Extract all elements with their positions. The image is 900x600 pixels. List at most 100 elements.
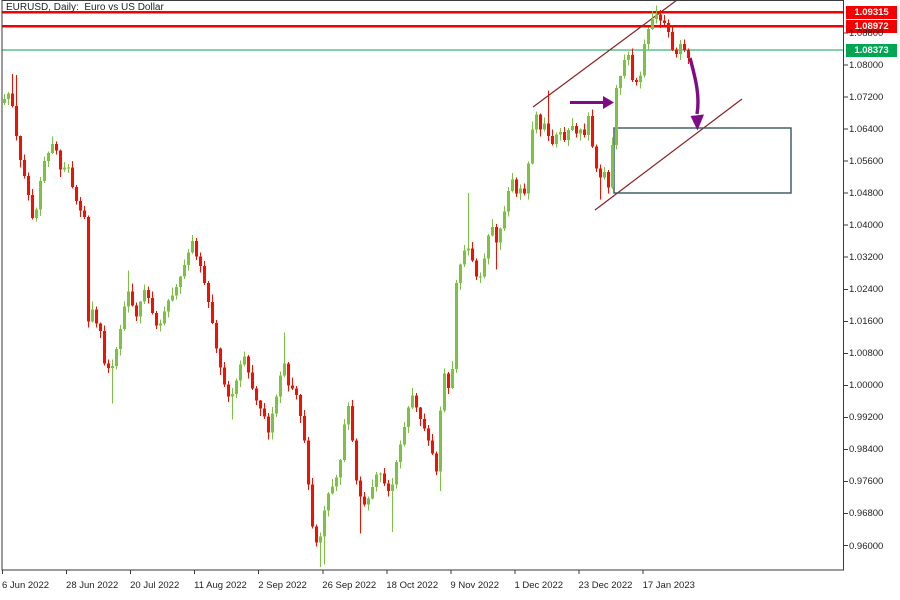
candle-down	[383, 473, 386, 484]
candle-up	[491, 226, 494, 236]
y-axis-label: 1.00800	[849, 348, 884, 360]
candle-up	[175, 286, 178, 296]
candle-up	[611, 145, 614, 188]
candle-up	[463, 250, 466, 265]
candle-up	[91, 309, 94, 322]
candle-down	[155, 312, 158, 326]
candle-up	[455, 282, 458, 369]
candle-down	[255, 388, 258, 401]
candle-down	[215, 322, 218, 349]
candle-up	[459, 264, 462, 283]
candle-down	[427, 428, 430, 441]
candle-down	[351, 406, 354, 441]
candle-down	[23, 160, 26, 177]
candle-up	[183, 265, 186, 277]
y-axis-label: 0.96800	[849, 508, 884, 520]
x-axis-label: 23 Dec 2022	[578, 580, 633, 591]
candle-down	[635, 80, 638, 82]
candle-down	[259, 400, 262, 409]
y-axis-label: 1.04000	[849, 220, 884, 232]
candle-up	[651, 18, 654, 29]
candle-down	[363, 496, 366, 505]
candle-down	[71, 167, 74, 187]
x-axis-label: 17 Jan 2023	[642, 580, 695, 591]
candle-up	[39, 181, 42, 210]
candle-up	[279, 375, 282, 397]
candle-down	[523, 188, 526, 194]
candle-up	[35, 209, 38, 218]
candle-up	[451, 368, 454, 388]
y-axis-label: 0.97600	[849, 476, 884, 488]
candle-up	[623, 60, 626, 77]
candle-up	[3, 98, 6, 104]
candle-down	[423, 418, 426, 429]
candle-down	[307, 440, 310, 485]
candle-down	[659, 14, 662, 21]
candle-down	[75, 186, 78, 201]
candle-down	[83, 210, 86, 218]
candle-up	[467, 248, 470, 251]
candle-up	[643, 44, 646, 76]
candle-down	[431, 440, 434, 454]
candle-up	[159, 323, 162, 326]
candle-down	[607, 171, 610, 188]
candle-up	[63, 167, 66, 170]
candle-up	[191, 241, 194, 253]
candle-up	[371, 487, 374, 499]
x-axis-label: 18 Oct 2022	[386, 580, 439, 591]
candle-up	[639, 75, 642, 82]
candle-up	[375, 474, 378, 488]
candle-down	[131, 291, 134, 306]
candle-down	[539, 114, 542, 130]
x-axis-label: 2 Sep 2022	[258, 580, 307, 591]
y-axis-label: 1.01600	[849, 316, 884, 328]
y-axis-label: 0.98400	[849, 444, 884, 456]
candle-down	[359, 480, 362, 497]
candle-up	[119, 328, 122, 349]
candle-down	[631, 54, 634, 81]
candle-down	[27, 176, 30, 196]
candle-down	[95, 309, 98, 324]
candle-down	[263, 408, 266, 417]
candle-down	[419, 407, 422, 419]
y-axis-label: 0.96000	[849, 540, 884, 552]
candle-up	[527, 163, 530, 194]
candle-up	[43, 161, 46, 182]
candle-up	[543, 123, 546, 130]
candle-up	[343, 424, 346, 460]
candle-down	[247, 356, 250, 373]
candle-down	[267, 416, 270, 433]
candle-up	[167, 300, 170, 312]
x-axis-label: 11 Aug 2022	[194, 580, 247, 591]
candle-up	[271, 413, 274, 433]
candle-down	[59, 150, 62, 170]
candle-up	[511, 179, 514, 191]
candle-down	[15, 106, 18, 137]
candle-up	[163, 311, 166, 324]
candle-up	[411, 395, 414, 408]
candle-down	[575, 125, 578, 134]
candle-down	[203, 266, 206, 283]
candle-up	[571, 125, 574, 130]
candle-down	[223, 367, 226, 385]
candle-down	[227, 384, 230, 397]
projection-arrow-head	[690, 114, 704, 131]
candle-up	[335, 477, 338, 487]
y-axis-label: 1.00000	[849, 380, 884, 392]
candle-down	[295, 388, 298, 395]
candle-down	[591, 115, 594, 147]
candle-down	[415, 395, 418, 408]
candle-down	[55, 144, 58, 151]
candle-up	[395, 462, 398, 485]
candle-up	[579, 129, 582, 134]
candle-up	[403, 426, 406, 445]
candle-up	[655, 14, 658, 19]
candle-up	[171, 295, 174, 301]
candle-up	[339, 459, 342, 478]
candle-up	[399, 444, 402, 463]
y-axis-label: 1.05600	[849, 156, 884, 168]
candle-up	[47, 152, 50, 162]
candle-up	[503, 211, 506, 229]
